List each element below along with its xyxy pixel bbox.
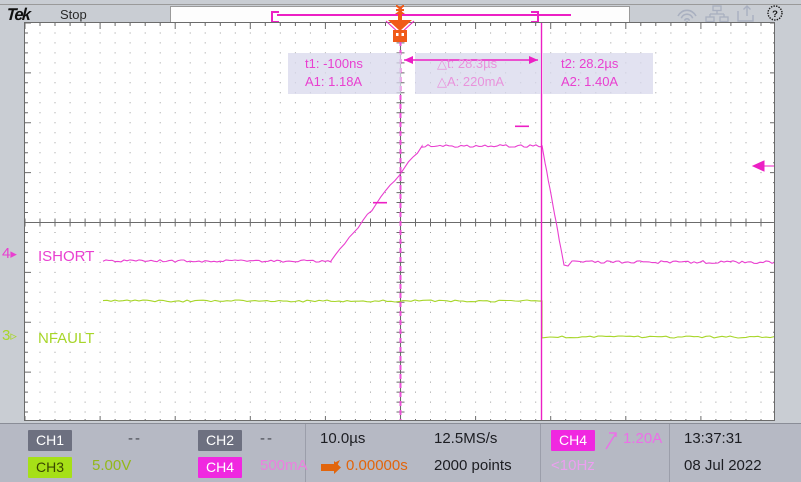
- svg-text:t1: -100ns: t1: -100ns: [305, 56, 363, 71]
- svg-text:t2: 28.2µs: t2: 28.2µs: [561, 56, 619, 71]
- svg-text:△t: 28.3µs: △t: 28.3µs: [437, 56, 498, 71]
- svg-text:A2: 1.40A: A2: 1.40A: [561, 74, 618, 89]
- svg-text:A1: 1.18A: A1: 1.18A: [305, 74, 362, 89]
- svg-text:?: ?: [772, 9, 778, 20]
- svg-text:△A: 220mA: △A: 220mA: [437, 74, 504, 89]
